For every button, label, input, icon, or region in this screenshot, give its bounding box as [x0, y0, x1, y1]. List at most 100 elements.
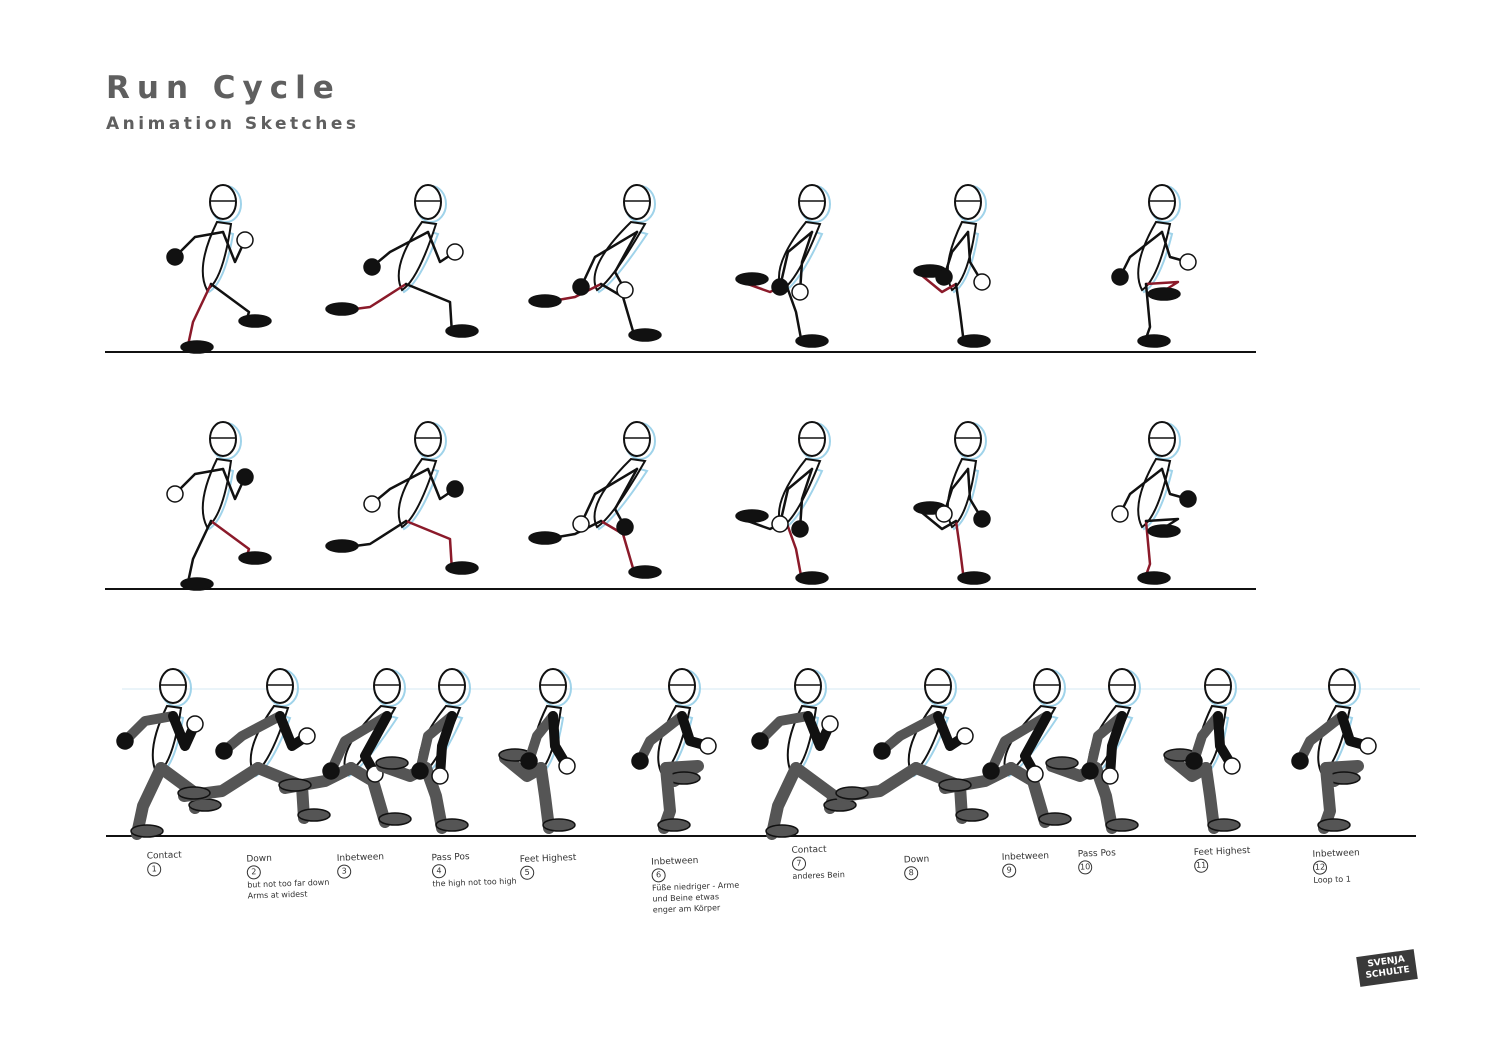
frame-label-8: Down 8 [904, 855, 930, 881]
frame-label-9: Inbetween 9 [1002, 851, 1050, 878]
frame-number: 7 [791, 856, 807, 871]
frame-label-note: anderes Bein [792, 870, 845, 881]
head [539, 668, 567, 704]
fist [446, 243, 464, 261]
run-figure-r2-4 [735, 421, 831, 585]
back-leg [131, 762, 167, 840]
front-leg [185, 519, 213, 589]
front-arm [1105, 711, 1127, 781]
run-figure-r1-1 [166, 184, 272, 354]
foot [378, 812, 412, 826]
frame-number: 5 [519, 865, 535, 880]
foot [957, 571, 991, 585]
head [924, 668, 952, 704]
fist [1185, 752, 1203, 770]
run-figure-r1-4 [735, 184, 831, 348]
foot [1137, 571, 1171, 585]
fist [446, 480, 464, 498]
fist [298, 727, 316, 745]
fist [166, 485, 184, 503]
run-figure-r2-1 [166, 421, 272, 591]
back-arm [986, 711, 1052, 776]
run-figure-r1-3 [528, 184, 662, 342]
run-figure-r3-7 [751, 668, 857, 840]
foot [1045, 756, 1079, 770]
frame-number: 4 [431, 863, 447, 879]
head [794, 668, 822, 704]
fist [236, 231, 254, 249]
head [623, 184, 651, 220]
run-figure-r3-5 [498, 668, 576, 834]
head [798, 421, 826, 457]
fist [699, 737, 717, 755]
fist [558, 757, 576, 775]
foot [957, 334, 991, 348]
back-leg [185, 282, 213, 352]
foot [628, 565, 662, 579]
frame-number: 6 [651, 868, 666, 883]
fist [1179, 253, 1197, 271]
front-arm [798, 230, 814, 294]
fist [572, 515, 590, 533]
front-leg [1200, 762, 1220, 834]
frame-label-name: Feet Highest [1193, 846, 1251, 858]
run-figure-r1-6 [1111, 184, 1197, 348]
fist [1291, 752, 1309, 770]
frame-label-name: Contact [791, 844, 827, 856]
frame-label-5: Feet Highest 5 [520, 853, 577, 880]
frame-label-note: Füße niedriger - Arme und Beine etwas en… [651, 880, 740, 915]
fist [616, 518, 634, 536]
back-leg [954, 519, 966, 583]
page-subtitle: Animation Sketches [106, 114, 360, 134]
foot [528, 531, 562, 545]
fist [751, 732, 769, 750]
foot [657, 818, 691, 832]
fist [186, 715, 204, 733]
foot [795, 334, 829, 348]
foot [1207, 818, 1241, 832]
frame-number: 2 [246, 865, 262, 880]
head [623, 421, 651, 457]
frame-number: 3 [336, 864, 352, 879]
fist [873, 742, 891, 760]
head [373, 668, 401, 704]
run-figure-r3-3 [278, 668, 412, 828]
frame-label-name: Contact [146, 850, 182, 862]
fist [631, 752, 649, 770]
fist [215, 742, 233, 760]
foot [1105, 818, 1139, 832]
foot [297, 808, 331, 822]
head [954, 421, 982, 457]
run-figure-r3-12 [1291, 668, 1377, 834]
run-figure-r2-2 [325, 421, 479, 575]
front-arm [579, 467, 639, 526]
frame-number: 11 [1193, 858, 1209, 873]
fist [791, 520, 809, 538]
run-figure-r3-6 [631, 668, 717, 834]
run-figure-r1-2 [325, 184, 479, 338]
frame-label-1: Contact 1 [146, 850, 183, 877]
frame-label-12: Inbetween 12 Loop to 1 [1312, 848, 1361, 886]
foot [528, 294, 562, 308]
frame-label-10: Pass Pos 10 [1078, 848, 1117, 875]
frame-number: 9 [1001, 863, 1017, 878]
front-leg [535, 762, 555, 834]
head [266, 668, 294, 704]
frame-label-name: Down [246, 853, 273, 865]
frame-number: 12 [1312, 860, 1328, 875]
head [1148, 421, 1176, 457]
fist [1081, 762, 1099, 780]
run-figure-r2-5 [913, 421, 991, 585]
sketch-row-1 [166, 184, 1197, 354]
front-leg [420, 762, 448, 834]
fist [771, 515, 789, 533]
fist [973, 510, 991, 528]
back-arm [755, 711, 813, 746]
back-arm [326, 711, 392, 776]
front-leg [918, 509, 958, 531]
foot [1038, 812, 1072, 826]
foot [1147, 524, 1181, 538]
run-figure-r3-9 [938, 668, 1072, 828]
foot [445, 561, 479, 575]
